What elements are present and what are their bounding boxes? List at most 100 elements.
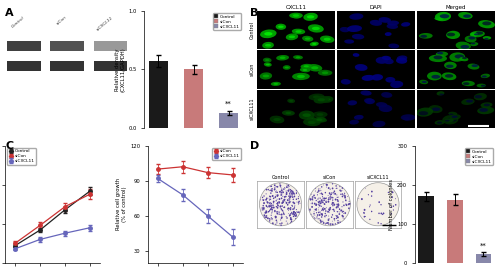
Ellipse shape	[337, 215, 338, 217]
Y-axis label: Relative density
(CXCL11/GAPDH): Relative density (CXCL11/GAPDH)	[114, 47, 126, 92]
Ellipse shape	[266, 206, 268, 207]
Ellipse shape	[335, 193, 336, 194]
Ellipse shape	[322, 215, 323, 216]
Ellipse shape	[314, 203, 316, 205]
Ellipse shape	[318, 189, 319, 190]
Ellipse shape	[271, 190, 273, 192]
Ellipse shape	[320, 221, 322, 223]
Ellipse shape	[280, 205, 281, 207]
Ellipse shape	[286, 192, 287, 193]
Ellipse shape	[288, 195, 290, 197]
Ellipse shape	[344, 193, 345, 194]
Ellipse shape	[299, 111, 314, 120]
Ellipse shape	[442, 72, 456, 80]
Ellipse shape	[318, 98, 325, 101]
Ellipse shape	[448, 117, 457, 122]
Ellipse shape	[276, 191, 278, 193]
Ellipse shape	[328, 208, 330, 211]
Ellipse shape	[343, 213, 344, 214]
Ellipse shape	[320, 213, 322, 215]
Ellipse shape	[318, 198, 320, 199]
Ellipse shape	[327, 222, 328, 224]
Ellipse shape	[280, 208, 282, 209]
Ellipse shape	[334, 191, 335, 192]
Ellipse shape	[344, 212, 346, 214]
Ellipse shape	[440, 14, 449, 18]
Ellipse shape	[287, 199, 288, 201]
Ellipse shape	[267, 217, 269, 219]
Ellipse shape	[317, 192, 318, 193]
Ellipse shape	[270, 208, 272, 210]
Ellipse shape	[344, 194, 345, 196]
Ellipse shape	[440, 93, 444, 95]
Ellipse shape	[266, 201, 268, 203]
Ellipse shape	[338, 205, 339, 207]
Ellipse shape	[294, 202, 295, 204]
Ellipse shape	[272, 218, 273, 219]
Ellipse shape	[262, 199, 264, 201]
Ellipse shape	[371, 211, 372, 212]
Ellipse shape	[480, 74, 490, 78]
Ellipse shape	[294, 211, 295, 213]
Ellipse shape	[282, 209, 283, 211]
Ellipse shape	[337, 200, 339, 202]
Ellipse shape	[266, 199, 267, 201]
Ellipse shape	[401, 22, 410, 27]
Ellipse shape	[270, 209, 272, 210]
Ellipse shape	[381, 92, 392, 98]
Ellipse shape	[312, 203, 313, 204]
Ellipse shape	[280, 192, 282, 194]
Ellipse shape	[283, 200, 284, 202]
Ellipse shape	[388, 192, 389, 193]
Text: **: **	[226, 101, 232, 107]
Ellipse shape	[341, 79, 350, 85]
Ellipse shape	[287, 208, 288, 210]
Ellipse shape	[422, 81, 426, 83]
Ellipse shape	[300, 68, 310, 72]
Ellipse shape	[275, 216, 276, 218]
Ellipse shape	[269, 218, 270, 220]
Ellipse shape	[276, 24, 286, 30]
Title: CXCL11: CXCL11	[286, 5, 306, 10]
Ellipse shape	[328, 197, 330, 199]
Ellipse shape	[269, 196, 270, 197]
Ellipse shape	[388, 43, 399, 49]
Ellipse shape	[354, 115, 364, 120]
Ellipse shape	[380, 204, 381, 205]
Bar	[148, 61, 168, 128]
Ellipse shape	[330, 196, 332, 197]
Ellipse shape	[334, 218, 335, 220]
Ellipse shape	[269, 205, 270, 207]
Ellipse shape	[264, 199, 266, 201]
Ellipse shape	[280, 187, 281, 188]
Ellipse shape	[288, 210, 289, 211]
Ellipse shape	[262, 197, 263, 198]
Ellipse shape	[262, 75, 269, 78]
Ellipse shape	[268, 206, 269, 207]
Ellipse shape	[378, 212, 380, 214]
Ellipse shape	[271, 82, 281, 86]
Ellipse shape	[283, 212, 284, 213]
Ellipse shape	[295, 214, 297, 216]
Ellipse shape	[282, 201, 284, 203]
Ellipse shape	[338, 205, 340, 206]
Ellipse shape	[283, 212, 284, 214]
Ellipse shape	[336, 197, 338, 198]
Ellipse shape	[286, 33, 298, 40]
Ellipse shape	[364, 216, 365, 218]
Ellipse shape	[348, 203, 350, 205]
Bar	[184, 69, 203, 128]
Title: Merged: Merged	[446, 5, 466, 10]
Ellipse shape	[334, 193, 336, 195]
Ellipse shape	[302, 113, 311, 117]
Ellipse shape	[416, 108, 433, 117]
Ellipse shape	[348, 207, 350, 209]
Ellipse shape	[265, 44, 271, 47]
Text: siCXCL11: siCXCL11	[96, 15, 114, 32]
Ellipse shape	[432, 107, 440, 111]
Ellipse shape	[470, 32, 478, 37]
Ellipse shape	[314, 215, 315, 216]
Ellipse shape	[315, 204, 317, 206]
Ellipse shape	[298, 196, 299, 197]
Ellipse shape	[274, 189, 276, 191]
